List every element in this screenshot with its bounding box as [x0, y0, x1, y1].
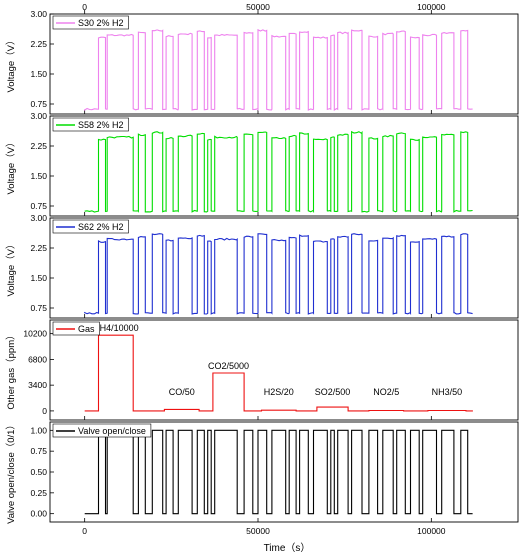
top-x-tick-label: 50000 — [246, 2, 270, 12]
legend-label: Gas — [78, 324, 95, 334]
y-tick-label: 3400 — [28, 380, 47, 390]
y-tick-label: 3.00 — [30, 9, 47, 19]
panel-2: 0.75 1.50 2.25 3.00 Voltage（V） S58 2% H2 — [5, 111, 519, 217]
gas-annotation: H2S/20 — [264, 387, 294, 397]
y-tick-label: 3.00 — [30, 213, 47, 223]
y-tick-label: 10200 — [23, 329, 47, 339]
y-tick-label: 0.50 — [30, 467, 47, 477]
y-tick-label: 0.75 — [30, 446, 47, 456]
legend-label: S58 2% H2 — [78, 120, 124, 130]
gas-annotation: SO2/500 — [315, 387, 351, 397]
y-tick-label: 1.00 — [30, 425, 47, 435]
x-axis-label: Time（s） — [264, 542, 311, 554]
y-axis-label: Voltage（V） — [5, 35, 17, 92]
panel-frame — [49, 319, 519, 421]
y-axis-label: Voltage（V） — [5, 137, 17, 194]
y-tick-label: 0.25 — [30, 488, 47, 498]
legend-box — [52, 321, 100, 336]
y-tick-label: 2.25 — [30, 39, 47, 49]
legend-label: S30 2% H2 — [78, 18, 124, 28]
gas-annotation: CH4/10000 — [93, 323, 139, 333]
series-line — [84, 130, 473, 214]
legend-box — [52, 15, 129, 30]
panel-frame — [49, 115, 519, 217]
series-line — [84, 429, 473, 515]
y-tick-label: 3.00 — [30, 111, 47, 121]
top-x-tick-label: 100000 — [417, 2, 446, 12]
y-tick-label: 6800 — [28, 354, 47, 364]
bottom-x-tick-label: 50000 — [246, 526, 270, 536]
panel-frame — [49, 217, 519, 319]
y-tick-label: 2.25 — [30, 141, 47, 151]
gas-annotation: NH3/50 — [432, 387, 463, 397]
panel-frame — [49, 13, 519, 115]
y-tick-label: 1.50 — [30, 171, 47, 181]
y-tick-label: 1.50 — [30, 69, 47, 79]
series-line — [84, 334, 473, 412]
y-axis-label: Valve open/close（0/1） — [5, 420, 17, 524]
y-tick-label: 0.00 — [30, 509, 47, 519]
bottom-x-axis: 0 50000 100000 — [82, 526, 445, 536]
y-tick-label: 2.25 — [30, 243, 47, 253]
legend-box — [52, 117, 129, 132]
top-x-axis: 0 50000 100000 — [82, 2, 446, 14]
bottom-x-tick-label: 100000 — [417, 526, 446, 536]
y-tick-label: 0.75 — [30, 303, 47, 313]
panel-1: 0.75 1.50 2.25 3.00 Voltage（V） S30 2% H2 — [5, 9, 519, 115]
bottom-x-tick-label: 0 — [82, 526, 87, 536]
y-tick-label: 0.75 — [30, 99, 47, 109]
panel-4: 0 3400 6800 10200 Other gas（ppm） CH4/10000 CO/… — [5, 319, 519, 421]
y-tick-label: 0 — [42, 406, 47, 416]
legend-label: Valve open/close — [78, 426, 146, 436]
panel-3: 0.75 1.50 2.25 3.00 Voltage（V） S62 2% H2 — [5, 213, 519, 319]
panel-5: 0.00 0.25 0.50 0.75 1.00 Valve open/close（0/1… — [5, 420, 519, 524]
y-tick-label: 0.75 — [30, 201, 47, 211]
y-tick-label: 1.50 — [30, 273, 47, 283]
y-axis-label: Other gas（ppm） — [5, 330, 17, 409]
y-axis-label: Voltage（V） — [5, 239, 17, 296]
legend-box — [52, 219, 129, 234]
gas-annotation: CO2/5000 — [208, 361, 249, 371]
legend-box — [52, 423, 152, 438]
gas-annotation: NO2/5 — [373, 387, 399, 397]
top-x-tick-label: 0 — [82, 2, 87, 12]
series-line — [84, 28, 473, 112]
chart-panels: 0.75 1.50 2.25 3.00 Voltage（V） S30 2% H2 0.75 1… — [5, 9, 519, 524]
series-line — [84, 233, 473, 316]
legend-label: S62 2% H2 — [78, 222, 124, 232]
gas-annotation: CO/50 — [169, 387, 195, 397]
